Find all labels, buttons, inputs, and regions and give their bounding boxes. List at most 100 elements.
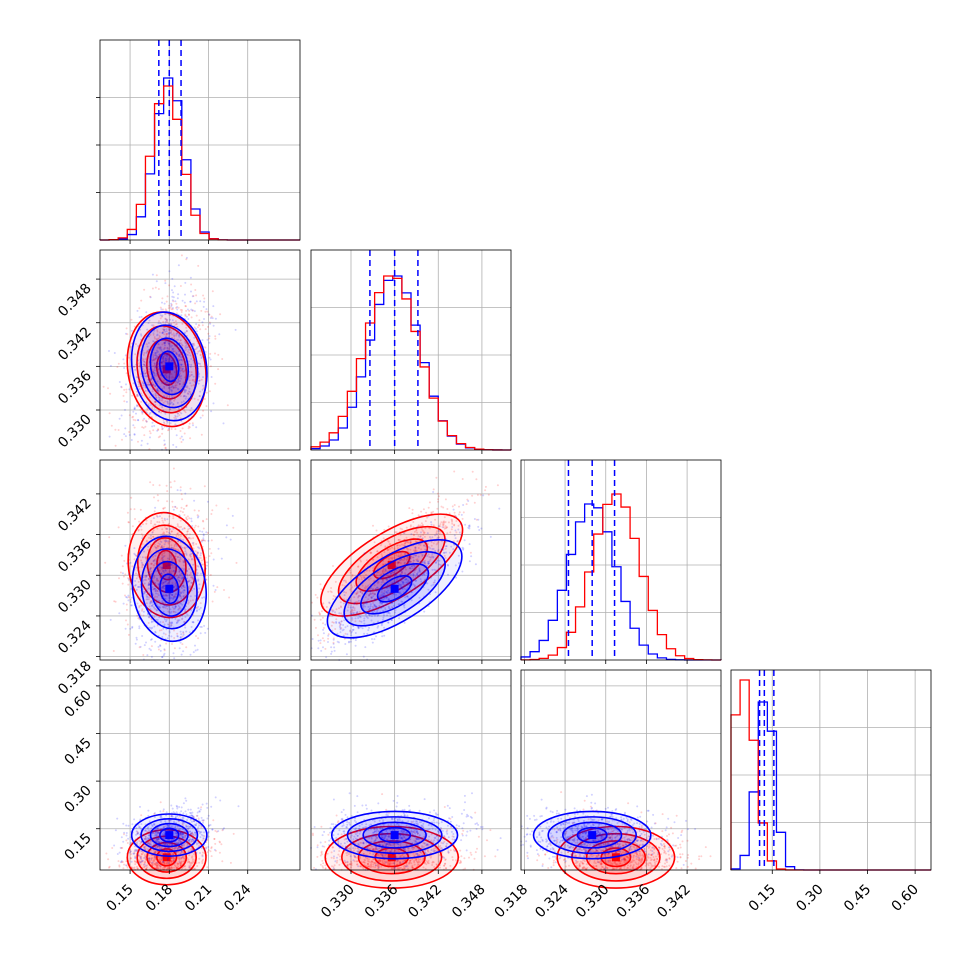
scatter-point — [423, 610, 426, 613]
scatter-point — [190, 308, 193, 311]
scatter-point — [155, 280, 158, 283]
scatter-point — [438, 524, 441, 527]
scatter-point — [207, 332, 210, 335]
scatter-point — [204, 310, 207, 313]
scatter-point — [159, 649, 162, 652]
scatter-point — [327, 633, 330, 636]
scatter-point — [135, 343, 137, 346]
scatter-point — [166, 333, 168, 336]
scatter-point — [416, 537, 419, 540]
scatter-point — [141, 537, 144, 540]
scatter-point — [161, 301, 163, 304]
scatter-point — [122, 602, 125, 605]
scatter-point — [422, 508, 425, 511]
scatter-point — [324, 623, 327, 626]
scatter-point — [167, 427, 170, 430]
scatter-point — [197, 525, 200, 528]
scatter-point — [179, 339, 182, 342]
scatter-point — [195, 330, 198, 333]
scatter-point — [151, 531, 154, 534]
scatter-point — [163, 312, 166, 315]
scatter-point — [157, 645, 160, 648]
scatter-point — [321, 616, 324, 619]
scatter-point — [193, 310, 196, 313]
scatter-point — [130, 496, 133, 499]
scatter-point — [157, 648, 160, 651]
scatter-point — [135, 395, 138, 398]
scatter-point — [141, 635, 144, 637]
scatter-point — [192, 378, 195, 381]
scatter-point — [131, 394, 133, 397]
scatter-point — [198, 530, 201, 533]
scatter-point — [176, 507, 178, 510]
scatter-point — [118, 577, 120, 580]
scatter-point — [133, 508, 136, 511]
scatter-point — [202, 527, 205, 530]
scatter-point — [454, 537, 457, 540]
scatter-point — [402, 532, 405, 535]
scatter-point — [442, 506, 445, 509]
scatter-point — [319, 618, 322, 621]
scatter-point — [140, 439, 143, 442]
scatter-point — [195, 314, 198, 317]
scatter-point — [171, 643, 173, 645]
scatter-point — [195, 426, 198, 429]
scatter-point — [161, 432, 164, 435]
scatter-point — [182, 538, 185, 541]
panel-frame — [310, 249, 512, 451]
scatter-point — [171, 500, 174, 503]
scatter-point — [210, 552, 213, 555]
scatter-point — [194, 649, 197, 652]
scatter-point — [468, 543, 471, 546]
scatter-point — [138, 316, 141, 319]
scatter-point — [156, 337, 159, 340]
scatter-point — [127, 594, 130, 597]
scatter-point — [164, 373, 167, 376]
scatter-point — [184, 305, 187, 308]
scatter-point — [437, 498, 439, 501]
scatter-point — [191, 422, 194, 425]
scatter-point — [420, 510, 423, 513]
scatter-point — [130, 318, 133, 321]
scatter-point — [128, 521, 130, 524]
scatter-point — [214, 317, 217, 320]
scatter-point — [120, 385, 123, 388]
y-tick-label: 0.348 — [55, 281, 95, 321]
scatter-point — [136, 309, 139, 312]
scatter-point — [322, 622, 324, 625]
scatter-point — [148, 430, 151, 433]
scatter-point — [188, 418, 191, 421]
scatter-point — [435, 533, 438, 536]
scatter-point — [180, 493, 183, 496]
scatter-point — [220, 843, 223, 846]
scatter-point — [153, 362, 156, 365]
scatter-point — [174, 428, 177, 431]
panel-2-2 — [520, 459, 722, 664]
scatter-point — [456, 540, 459, 543]
scatter-point — [484, 489, 487, 492]
scatter-point — [140, 392, 142, 395]
scatter-point — [127, 599, 130, 602]
scatter-point — [190, 283, 193, 286]
scatter-point — [156, 330, 159, 333]
scatter-point — [129, 601, 132, 603]
scatter-point — [471, 470, 474, 473]
scatter-point — [179, 308, 182, 311]
scatter-point — [330, 646, 333, 649]
scatter-point — [178, 355, 181, 358]
scatter-point — [459, 523, 462, 526]
scatter-point — [437, 492, 439, 495]
scatter-point — [186, 537, 189, 540]
scatter-point — [432, 491, 435, 493]
scatter-point — [327, 637, 330, 640]
scatter-point — [195, 635, 197, 637]
scatter-point — [136, 393, 139, 396]
scatter-point — [182, 507, 185, 510]
scatter-point — [159, 435, 161, 438]
scatter-point — [201, 414, 204, 417]
scatter-point — [160, 361, 163, 364]
scatter-point — [211, 317, 214, 320]
scatter-point — [125, 332, 127, 335]
scatter-point — [338, 589, 341, 592]
scatter-point — [208, 356, 211, 359]
